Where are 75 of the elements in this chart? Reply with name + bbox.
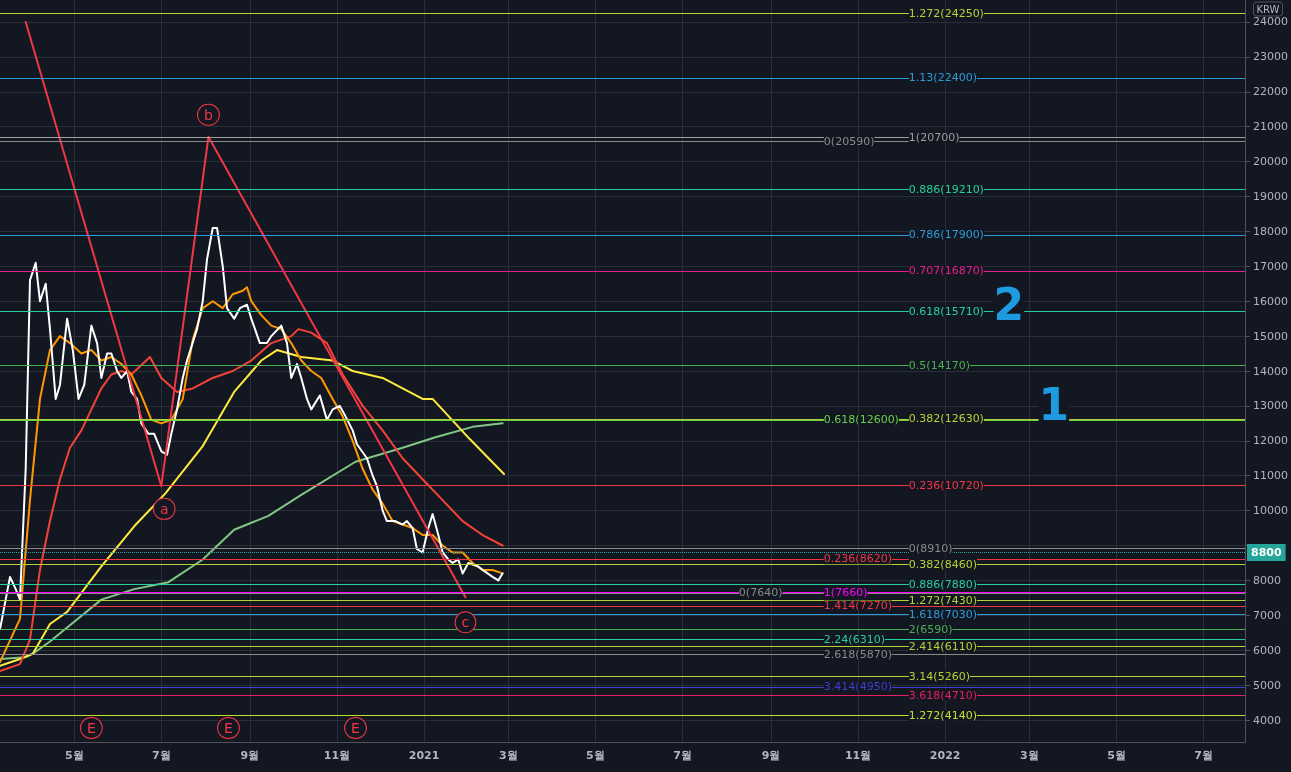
x-tick-label: 11월 — [844, 749, 872, 762]
ref-line-label: 0.707(16870) — [908, 264, 984, 278]
y-tick-label: 11000 — [1253, 469, 1288, 483]
x-tick-label: 5월 — [586, 749, 605, 762]
ref-line-label: 1.272(4140) — [908, 708, 977, 722]
y-tick-label: 13000 — [1253, 399, 1288, 413]
ref-line-label: 2.618(5870) — [823, 648, 892, 662]
y-tick-label: 7000 — [1253, 608, 1281, 622]
y-tick-label: 15000 — [1253, 329, 1288, 343]
y-tick-label: 6000 — [1253, 643, 1281, 657]
annotation: c — [461, 614, 470, 631]
ref-line-label: 3.14(5260) — [908, 669, 970, 683]
ref-line-label: 0.886(7880) — [908, 578, 977, 592]
ref-line-label: 0.236(10720) — [908, 478, 984, 492]
ref-line-label: 1.272(24250) — [908, 6, 984, 20]
y-tick-label: 17000 — [1253, 259, 1288, 273]
x-tick-label: 5월 — [1107, 749, 1126, 762]
ref-line-label: 1.272(7430) — [908, 593, 977, 607]
y-tick-label: 20000 — [1253, 155, 1288, 169]
x-tick-label: 2022 — [929, 749, 961, 762]
ref-line-label: 8800 — [1251, 545, 1282, 559]
y-tick-label: 10000 — [1253, 504, 1288, 518]
annotation: E — [86, 720, 96, 737]
y-tick-label: 5000 — [1253, 678, 1281, 692]
ref-line-label: 0.382(12630) — [908, 412, 984, 426]
x-tick-label: 7월 — [152, 749, 171, 762]
x-tick-label: 2021 — [408, 749, 440, 762]
y-axis-title: KRW — [1256, 3, 1280, 15]
ref-line-label: 2.24(6310) — [823, 632, 885, 646]
ref-line-label: 0.618(12600) — [823, 413, 899, 427]
annotation: b — [204, 106, 214, 123]
ref-line-label: 1(20700) — [908, 130, 960, 144]
x-tick-label: 11월 — [323, 749, 351, 762]
ref-line-label: 0.786(17900) — [908, 228, 984, 242]
y-tick-label: 22000 — [1253, 85, 1288, 99]
y-tick-label: 18000 — [1253, 224, 1288, 238]
ref-line-label: 2(6590) — [908, 623, 953, 637]
ref-line-label: 0.236(8620) — [823, 552, 892, 566]
annotation: a — [159, 500, 169, 517]
x-tick-label: 7월 — [1194, 749, 1213, 762]
ref-line-label: 3.414(4950) — [823, 680, 892, 694]
x-tick-label: 3월 — [498, 749, 518, 762]
x-tick-label: 3월 — [1020, 749, 1039, 762]
ref-line-label: 1.13(22400) — [908, 71, 977, 85]
line-series — [0, 226, 504, 631]
ref-line-label: 0.5(14170) — [908, 358, 970, 372]
ref-line-label: 0.618(15710) — [908, 304, 984, 318]
ref-line-label: 0(7640) — [738, 586, 783, 600]
x-tick-label: 9월 — [240, 749, 260, 762]
ref-line-label: 1.618(7030) — [908, 607, 977, 621]
annotation: 1 — [1038, 378, 1070, 430]
y-tick-label: 12000 — [1253, 434, 1288, 448]
ref-line-label: 0(8910) — [908, 542, 953, 556]
y-tick-label: 24000 — [1253, 15, 1288, 29]
ref-line-label: 0.382(8460) — [908, 557, 977, 571]
annotation: E — [351, 720, 360, 737]
ref-line-label: 0.886(19210) — [908, 182, 984, 196]
ref-line-label: 0(20590) — [823, 134, 875, 148]
x-tick-label: 9월 — [761, 749, 781, 762]
annotation: E — [224, 720, 233, 737]
ref-line-label: 3.618(4710) — [908, 688, 977, 702]
x-tick-label: 5월 — [64, 749, 84, 762]
ref-line-label: 1(7660) — [823, 585, 868, 599]
y-tick-label: 21000 — [1253, 120, 1288, 134]
line-series — [0, 422, 504, 660]
y-tick-label: 16000 — [1253, 294, 1288, 308]
ref-line-label: 1.414(7270) — [823, 599, 892, 613]
y-tick-label: 19000 — [1253, 189, 1288, 203]
annotation: 2 — [993, 278, 1025, 330]
ref-line-label: 2.414(6110) — [908, 639, 977, 653]
y-tick-label: 4000 — [1253, 713, 1281, 727]
y-tick-label: 14000 — [1253, 364, 1288, 378]
y-tick-label: 8000 — [1253, 573, 1281, 587]
x-tick-label: 7월 — [673, 749, 692, 762]
y-tick-label: 23000 — [1253, 50, 1288, 64]
